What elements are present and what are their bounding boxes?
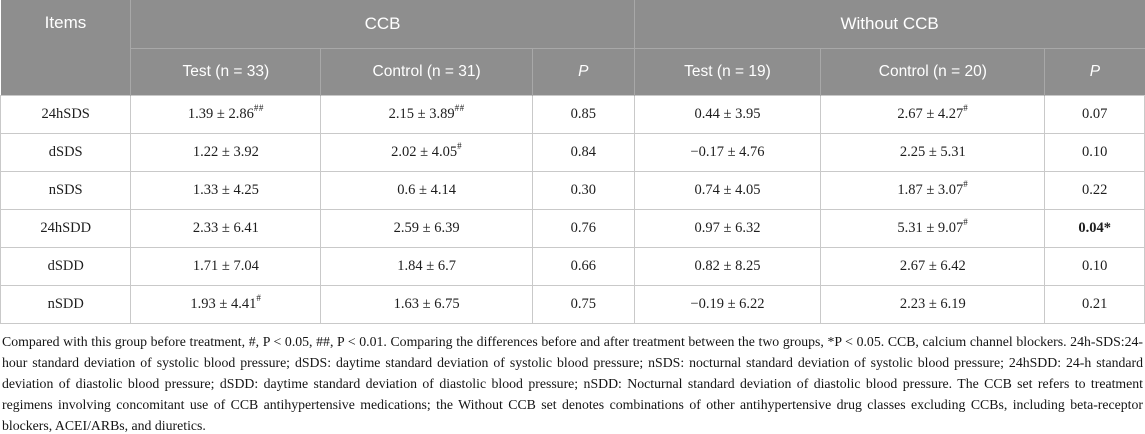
data-cell: 0.21 xyxy=(1044,284,1145,324)
column-header-ccb-test: Test (n = 33) xyxy=(130,47,321,95)
row-item-label: nSDD xyxy=(0,284,132,324)
column-header-ccb-p: P xyxy=(531,47,635,95)
data-cell: 2.15 ± 3.89## xyxy=(320,94,533,134)
column-header-woccb-test: Test (n = 19) xyxy=(633,47,821,95)
data-cell: 0.74 ± 4.05 xyxy=(633,170,822,210)
table-header: Items CCB Without CCB Test (n = 33) Cont… xyxy=(0,0,1145,95)
table-footnote: Compared with this group before treatmen… xyxy=(2,333,1143,433)
data-cell: 0.04* xyxy=(1044,208,1145,248)
row-item-label: nSDS xyxy=(0,170,132,210)
data-cell: 0.85 xyxy=(531,94,635,134)
data-cell: 0.82 ± 8.25 xyxy=(633,246,822,286)
table-row: dSDS 1.22 ± 3.92 2.02 ± 4.05# 0.84 −0.17 ± 4… xyxy=(0,132,1145,172)
data-cell: 1.33 ± 4.25 xyxy=(130,170,322,210)
significance-marker: # xyxy=(256,292,262,303)
data-cell: 0.84 xyxy=(531,132,635,172)
significance-marker: # xyxy=(457,140,463,151)
table-row: 24hSDS 1.39 ± 2.86## 2.15 ± 3.89## 0.85 0.44… xyxy=(0,94,1145,134)
data-cell: 1.87 ± 3.07# xyxy=(820,170,1046,210)
data-cell: 0.44 ± 3.95 xyxy=(633,94,822,134)
data-cell: 0.6 ± 4.14 xyxy=(320,170,533,210)
data-cell: 1.63 ± 6.75 xyxy=(320,284,533,324)
data-cell: 0.75 xyxy=(531,284,635,324)
table-row: dSDD 1.71 ± 7.04 1.84 ± 6.7 0.66 0.82 ± 8.25… xyxy=(0,246,1145,286)
column-header-ccb-control: Control (n = 31) xyxy=(320,47,533,95)
data-cell: 0.97 ± 6.32 xyxy=(633,208,822,248)
data-cell: 0.07 xyxy=(1044,94,1145,134)
data-cell: 2.23 ± 6.19 xyxy=(820,284,1046,324)
data-cell: 2.33 ± 6.41 xyxy=(130,208,322,248)
data-cell: 1.71 ± 7.04 xyxy=(130,246,322,286)
data-cell: 2.25 ± 5.31 xyxy=(820,132,1046,172)
group-header-ccb: CCB xyxy=(130,0,635,48)
header-sub-row: Test (n = 33) Control (n = 31) P Test (n… xyxy=(1,47,1145,95)
data-cell: 1.84 ± 6.7 xyxy=(320,246,533,286)
data-cell: 0.10 xyxy=(1044,246,1145,286)
items-column-header: Items xyxy=(0,0,131,95)
data-cell: 0.66 xyxy=(531,246,635,286)
data-cell: 0.10 xyxy=(1044,132,1145,172)
significance-marker: # xyxy=(963,216,969,227)
table-row: nSDS 1.33 ± 4.25 0.6 ± 4.14 0.30 0.74 ± 4.05… xyxy=(0,170,1145,210)
group-header-without-ccb: Without CCB xyxy=(633,0,1145,48)
row-item-label: dSDS xyxy=(0,132,132,172)
significance-marker: ## xyxy=(253,102,264,113)
table-row: 24hSDD 2.33 ± 6.41 2.59 ± 6.39 0.76 0.97 ± 6… xyxy=(0,208,1145,248)
row-item-label: 24hSDD xyxy=(0,208,132,248)
header-group-row: Items CCB Without CCB xyxy=(0,0,1145,95)
table-row: nSDD 1.93 ± 4.41# 1.63 ± 6.75 0.75 −0.19 ± 6… xyxy=(0,284,1145,324)
row-item-label: dSDD xyxy=(0,246,132,286)
data-cell: −0.17 ± 4.76 xyxy=(633,132,822,172)
data-cell: 2.67 ± 6.42 xyxy=(820,246,1046,286)
data-cell: −0.19 ± 6.22 xyxy=(633,284,822,324)
table-body: 24hSDS 1.39 ± 2.86## 2.15 ± 3.89## 0.85 0.44… xyxy=(0,94,1145,324)
data-cell: 2.67 ± 4.27# xyxy=(820,94,1046,134)
data-cell: 0.22 xyxy=(1044,170,1145,210)
data-cell: 5.31 ± 9.07# xyxy=(820,208,1046,248)
data-cell: 1.22 ± 3.92 xyxy=(130,132,322,172)
data-cell: 1.93 ± 4.41# xyxy=(130,284,322,324)
data-cell: 0.76 xyxy=(531,208,635,248)
row-item-label: 24hSDS xyxy=(0,94,132,134)
significance-marker: ## xyxy=(454,102,465,113)
column-header-woccb-control: Control (n = 20) xyxy=(820,47,1045,95)
blood-pressure-variability-table: Items CCB Without CCB Test (n = 33) Cont… xyxy=(0,0,1145,324)
data-cell: 0.30 xyxy=(531,170,635,210)
significance-marker: # xyxy=(963,102,969,113)
significance-marker: # xyxy=(963,178,969,189)
data-cell: 1.39 ± 2.86## xyxy=(130,94,322,134)
column-header-woccb-p: P xyxy=(1044,47,1145,95)
data-cell: 2.02 ± 4.05# xyxy=(320,132,533,172)
data-cell: 2.59 ± 6.39 xyxy=(320,208,533,248)
